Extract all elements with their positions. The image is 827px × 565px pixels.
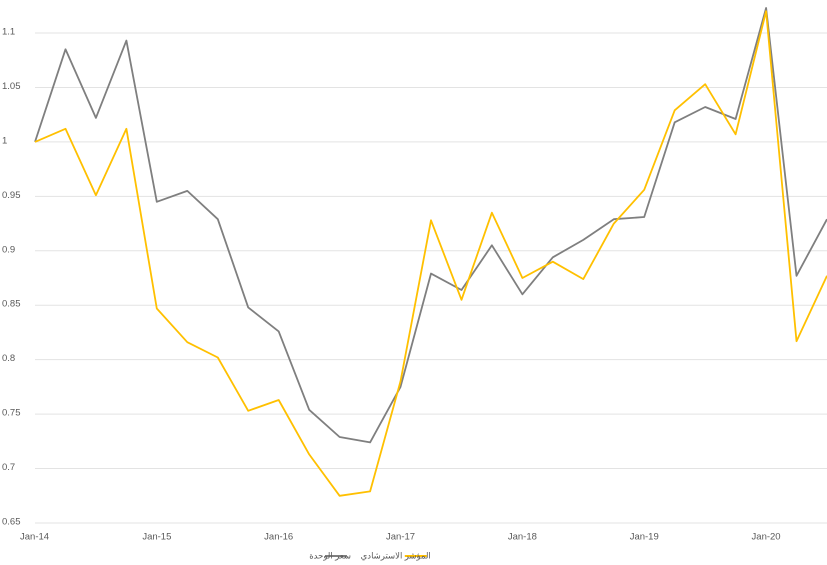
series-line [34, 10, 827, 497]
x-tick-label: Jan-16 [264, 532, 293, 543]
legend-label: سعر الوحدة [309, 550, 351, 561]
x-tick-label: Jan-17 [386, 532, 415, 543]
legend-label: المؤشر الاسترشادي [361, 550, 431, 561]
y-tick-label: 1.1 [2, 27, 15, 38]
x-tick-label: Jan-14 [20, 532, 49, 543]
y-tick-label: 0.7 [2, 462, 15, 473]
y-tick-label: 0.95 [2, 190, 21, 201]
y-tick-label: 0.75 [2, 408, 21, 419]
series-line [34, 7, 827, 444]
x-tick-label: Jan-19 [630, 532, 659, 543]
y-tick-label: 0.9 [2, 244, 15, 255]
y-tick-label: 0.8 [2, 353, 15, 364]
y-tick-label: 0.85 [2, 299, 21, 310]
x-tick-label: Jan-18 [508, 532, 537, 543]
y-tick-label: 0.65 [2, 517, 21, 528]
y-tick-label: 1.05 [2, 81, 21, 92]
x-tick-label: Jan-15 [142, 532, 171, 543]
x-tick-label: Jan-20 [752, 532, 781, 543]
y-tick-label: 1 [2, 135, 7, 146]
